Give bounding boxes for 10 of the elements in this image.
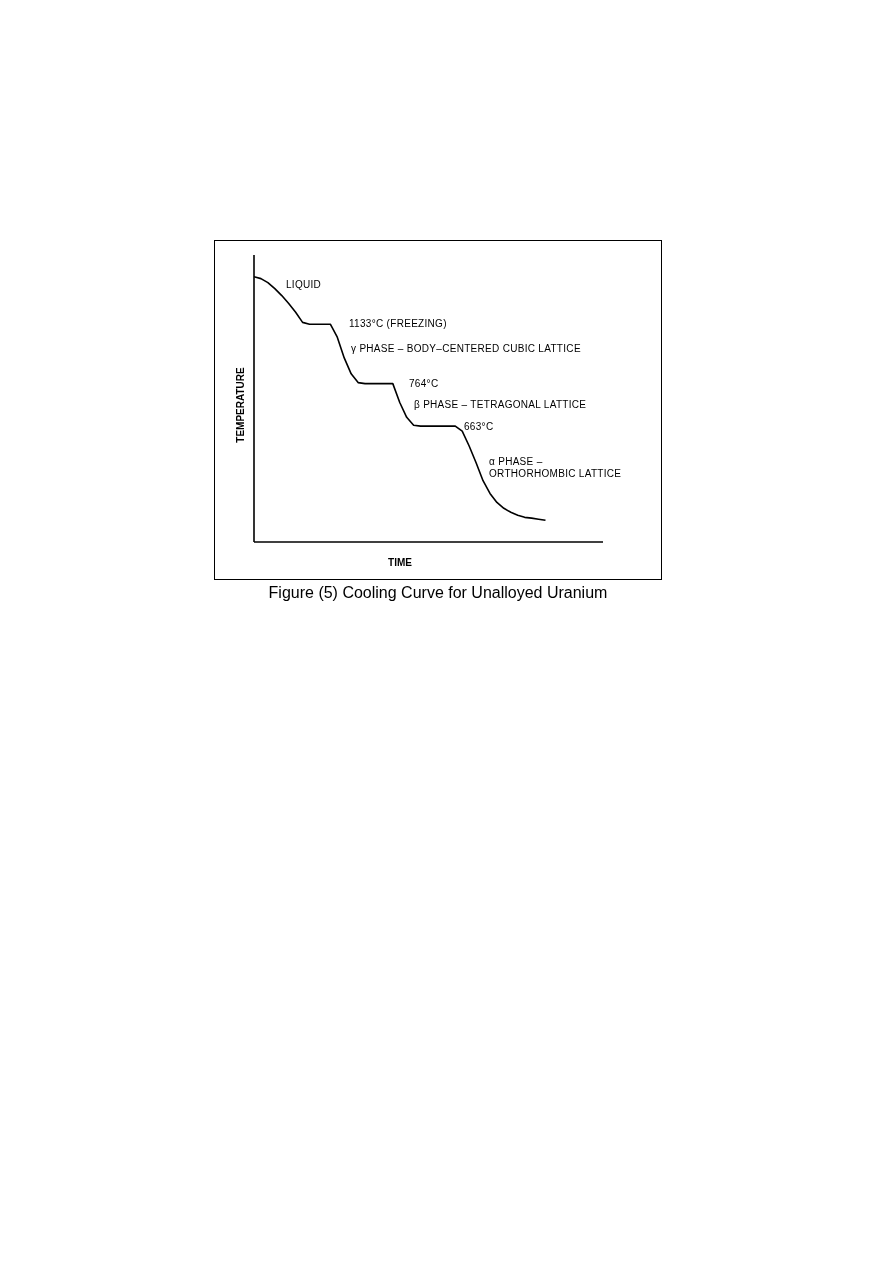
x-axis-title: TIME bbox=[387, 557, 413, 568]
annotation: α PHASE – ORTHORHOMBIC LATTICE bbox=[489, 456, 622, 480]
annotation: β PHASE – TETRAGONAL LATTICE bbox=[414, 399, 587, 411]
y-axis-title: TEMPERATURE bbox=[234, 367, 246, 443]
annotation: 764°C bbox=[409, 378, 439, 390]
annotation: γ PHASE – BODY–CENTERED CUBIC LATTICE bbox=[351, 343, 581, 355]
annotation: LIQUID bbox=[286, 279, 322, 291]
annotation: 663°C bbox=[464, 421, 494, 433]
text: Figure (5) Cooling Curve for Unalloyed Uranium bbox=[267, 584, 609, 602]
annotation: 1133°C (FREEZING) bbox=[349, 318, 447, 330]
